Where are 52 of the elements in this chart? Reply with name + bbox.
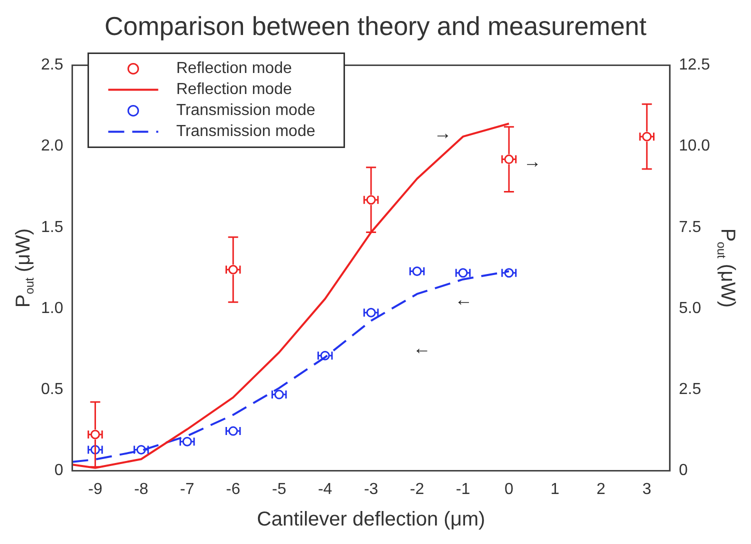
x-axis-title: Cantilever deflection (μm) [256, 508, 486, 531]
y-tick-label: 0 [54, 462, 64, 480]
y-tick-label: 1.0 [40, 300, 64, 317]
point [412, 266, 422, 276]
point [228, 264, 238, 274]
y2-tick-label: 2.5 [678, 381, 702, 398]
y-axis-title: Pout (μW) [12, 228, 36, 308]
legend-label: Transmission mode [176, 123, 316, 140]
x-tick-label: -5 [272, 480, 286, 498]
legend-label: Reflection mode [176, 81, 292, 98]
legend-label: Reflection mode [176, 60, 292, 78]
point [136, 444, 146, 454]
legend-label: Transmission mode [176, 102, 316, 120]
point [274, 390, 284, 400]
x-tick-label: -4 [318, 480, 332, 498]
x-tick-label: 3 [642, 480, 652, 498]
y2-tick-label: 5.0 [678, 300, 702, 317]
y-tick-label: 2.0 [40, 138, 64, 155]
point [182, 436, 192, 446]
x-tick-label: -8 [134, 480, 148, 498]
point [366, 308, 376, 318]
point [90, 430, 100, 440]
annotation: ← [412, 338, 431, 358]
point [504, 268, 514, 278]
y-tick-label: 0.5 [40, 381, 64, 398]
annotation: → [523, 152, 542, 172]
point [228, 426, 238, 436]
y2-tick-label: 10.0 [678, 138, 710, 155]
x-tick-label: -3 [364, 480, 378, 498]
point [642, 132, 652, 142]
y2-tick-label: 0 [678, 462, 688, 480]
point [504, 154, 514, 164]
chart-title: Comparison between theory and measurement [104, 10, 648, 41]
point [90, 444, 100, 454]
x-tick-label: 0 [504, 480, 514, 498]
y2-axis-title: Pout (μW) [714, 228, 738, 308]
point [320, 350, 330, 360]
annotation: ← [454, 289, 473, 310]
y-tick-label: 1.5 [40, 218, 64, 236]
y-tick-label: 2.5 [40, 56, 64, 74]
y2-tick-label: 7.5 [678, 218, 702, 236]
point [366, 195, 376, 205]
y2-tick-label: 12.5 [678, 56, 710, 74]
x-tick-label: -1 [456, 480, 470, 498]
x-tick-label: 2 [596, 480, 606, 498]
x-tick-label: -2 [410, 480, 424, 498]
x-tick-label: -6 [226, 480, 240, 498]
x-tick-label: -7 [180, 480, 194, 498]
annotation: → [434, 123, 452, 144]
x-tick-label: -9 [88, 480, 102, 498]
point [458, 268, 468, 278]
x-tick-label: 1 [550, 480, 560, 498]
